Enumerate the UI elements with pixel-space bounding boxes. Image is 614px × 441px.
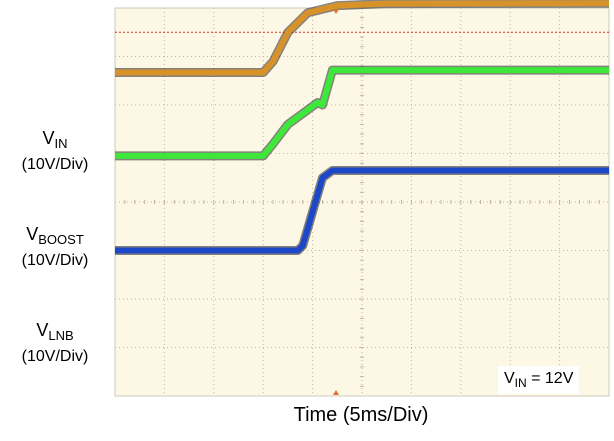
vin-label-unit: (10V/Div): [21, 156, 89, 173]
vin-label-main: V: [42, 128, 55, 148]
trigger-marker-bottom: [333, 390, 339, 395]
vlnb-label-main: V: [36, 320, 49, 340]
vlnb-label-unit: (10V/Div): [21, 348, 89, 365]
trace-vboost: [115, 67, 609, 159]
vin-annotation: VIN = 12V: [498, 366, 580, 394]
vboost-label-sub: BOOST: [38, 232, 84, 247]
vboost-label-unit: (10V/Div): [21, 252, 89, 269]
vin-label-sub: IN: [54, 136, 68, 151]
trace-vin: [115, 0, 610, 76]
x-axis-label: Time (5ms/Div): [293, 404, 429, 426]
vlnb-label-sub: LNB: [48, 328, 74, 343]
vboost-label-main: V: [26, 224, 39, 244]
label-vlnb: VLNB (10V/Div): [0, 320, 110, 367]
annotation-prefix: V: [504, 370, 515, 387]
annotation-suffix: = 12V: [526, 370, 574, 387]
label-vin: VIN (10V/Div): [0, 128, 110, 175]
trace-vlnb: [115, 167, 609, 254]
traces: [115, 0, 610, 255]
annotation-sub: IN: [514, 376, 527, 390]
trigger-marker-top: [333, 9, 339, 14]
label-vboost: VBOOST (10V/Div): [0, 224, 110, 271]
